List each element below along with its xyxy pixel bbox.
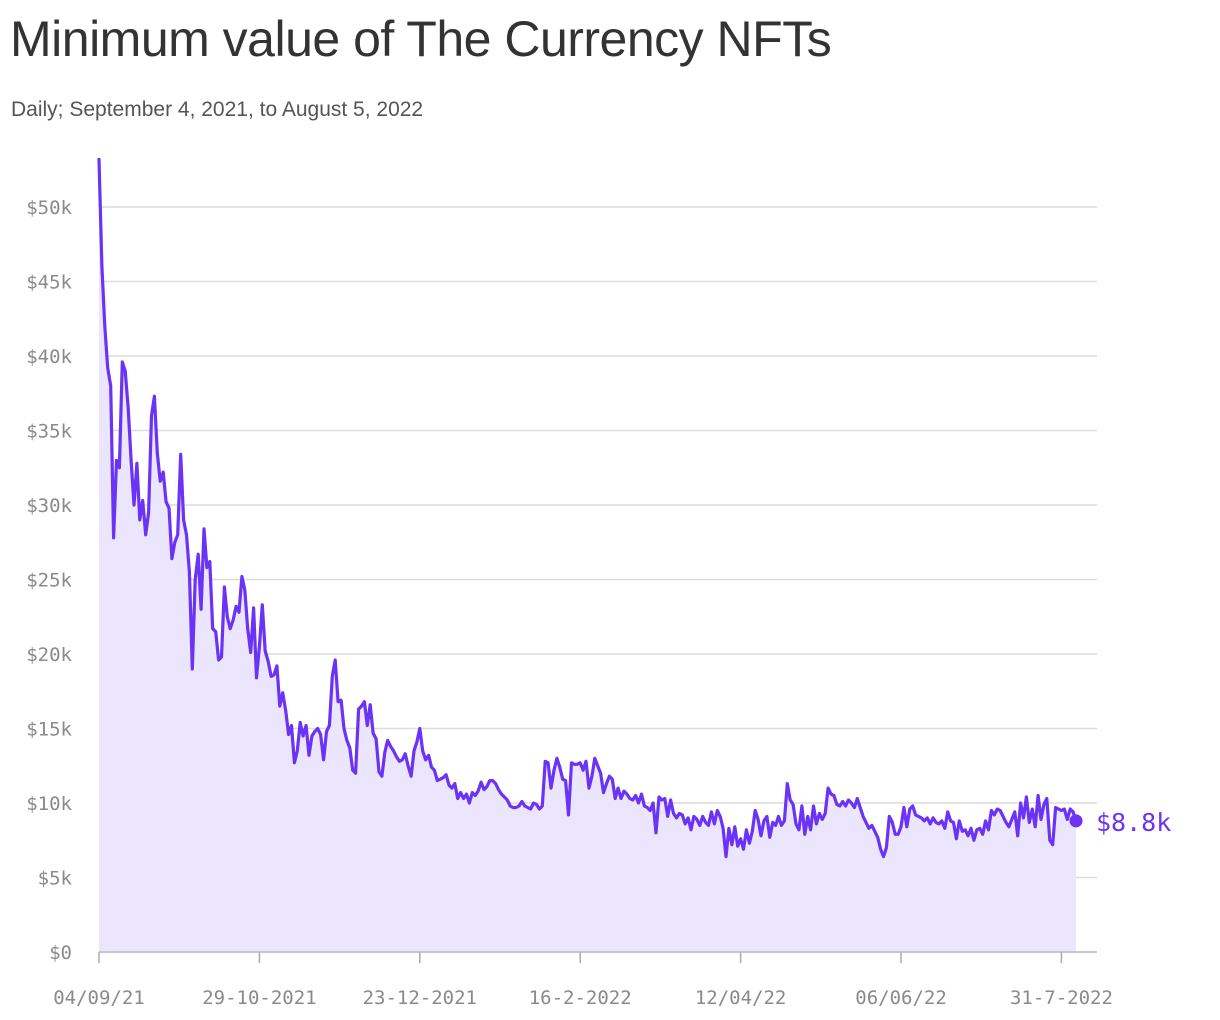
y-axis: $0 $5k $10k $15k $20k $25k $30k $35k $40k $45k $50… <box>26 197 72 964</box>
series-line-minimum-value <box>97 157 1078 859</box>
x-tick-label: 16-2-2022 <box>529 987 632 1009</box>
x-tick-label: 29-10-2021 <box>202 987 316 1009</box>
y-tick-label: $45k <box>26 272 72 294</box>
series-line-layer <box>97 157 1078 859</box>
x-tick-label: 04/09/21 <box>53 987 145 1009</box>
area-fill <box>99 159 1076 953</box>
x-tick-label: 23-12-2021 <box>363 987 477 1009</box>
area-fill-layer <box>99 159 1076 953</box>
x-tick-label: 06/06/22 <box>855 987 947 1009</box>
chart-subtitle: Daily; September 4, 2021, to August 5, 2… <box>11 98 424 121</box>
y-tick-label: $20k <box>26 644 72 666</box>
y-tick-label: $5k <box>38 868 73 890</box>
x-tick-label: 31-7-2022 <box>1010 987 1113 1009</box>
y-tick-label: $15k <box>26 719 72 741</box>
x-axis: 04/09/21 29-10-2021 23-12-2021 16-2-2022 12/… <box>53 951 1113 1009</box>
end-point-marker <box>1069 814 1083 828</box>
y-tick-label: $40k <box>26 346 72 368</box>
y-tick-label: $25k <box>26 570 72 592</box>
y-tick-label: $10k <box>26 793 72 815</box>
y-tick-label: $0 <box>49 942 72 964</box>
y-tick-label: $50k <box>26 197 72 219</box>
end-value-label: $8.8k <box>1096 808 1171 837</box>
x-tick-label: 12/04/22 <box>695 987 787 1009</box>
chart-title: Minimum value of The Currency NFTs <box>10 11 832 67</box>
y-tick-label: $30k <box>26 495 72 517</box>
end-marker-layer: $8.8k <box>1069 808 1171 837</box>
y-tick-label: $35k <box>26 421 72 443</box>
